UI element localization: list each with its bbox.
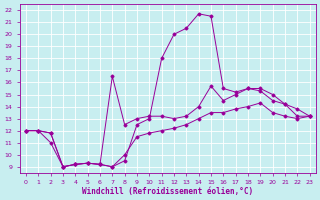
X-axis label: Windchill (Refroidissement éolien,°C): Windchill (Refroidissement éolien,°C): [82, 187, 253, 196]
